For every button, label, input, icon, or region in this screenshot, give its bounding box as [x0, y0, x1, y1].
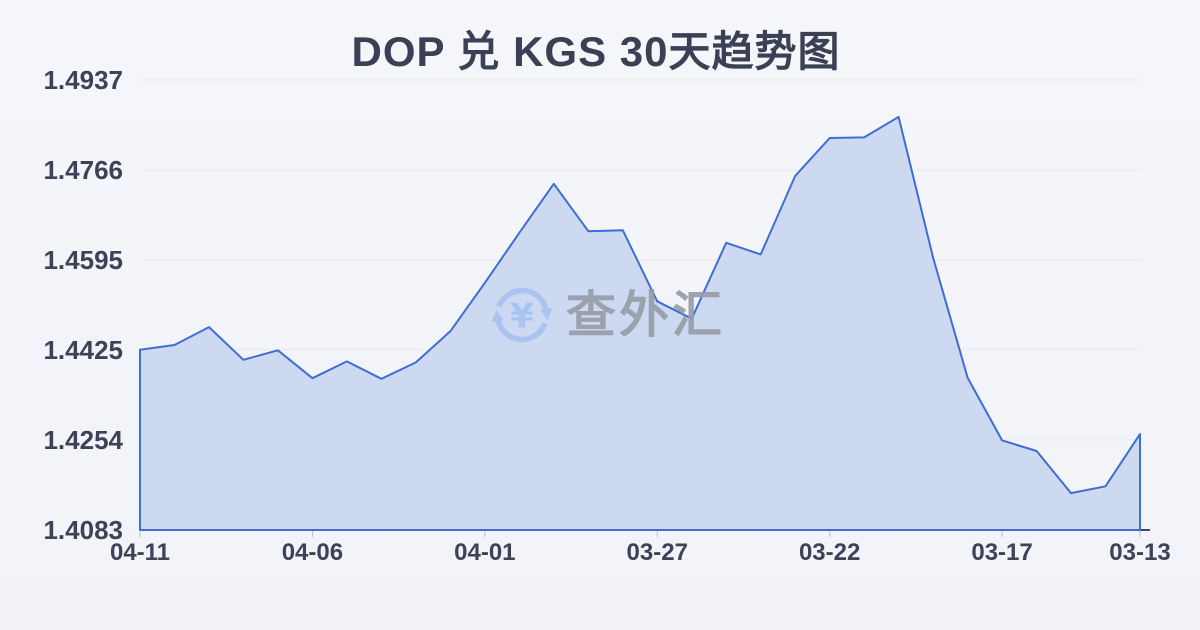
x-axis-label: 03-17 — [971, 539, 1032, 566]
x-axis-label: 04-01 — [454, 539, 515, 566]
y-axis-label: 1.4425 — [43, 335, 123, 365]
x-axis-label: 03-27 — [627, 539, 688, 566]
y-axis-label: 1.4254 — [43, 425, 123, 455]
y-axis-label: 1.4937 — [43, 65, 123, 95]
x-axis-label: 03-13 — [1109, 539, 1170, 566]
y-axis-label: 1.4083 — [43, 515, 123, 545]
y-axis-label: 1.4595 — [43, 245, 123, 275]
trend-line — [139, 115, 1141, 531]
x-axis-label: 03-22 — [799, 539, 860, 566]
x-axis-label: 04-06 — [282, 539, 343, 566]
chart-title: DOP 兑 KGS 30天趋势图 — [351, 28, 841, 75]
y-axis-label: 1.4766 — [43, 155, 123, 185]
area-fill — [140, 116, 1140, 531]
x-axis-label: 04-11 — [110, 539, 170, 566]
